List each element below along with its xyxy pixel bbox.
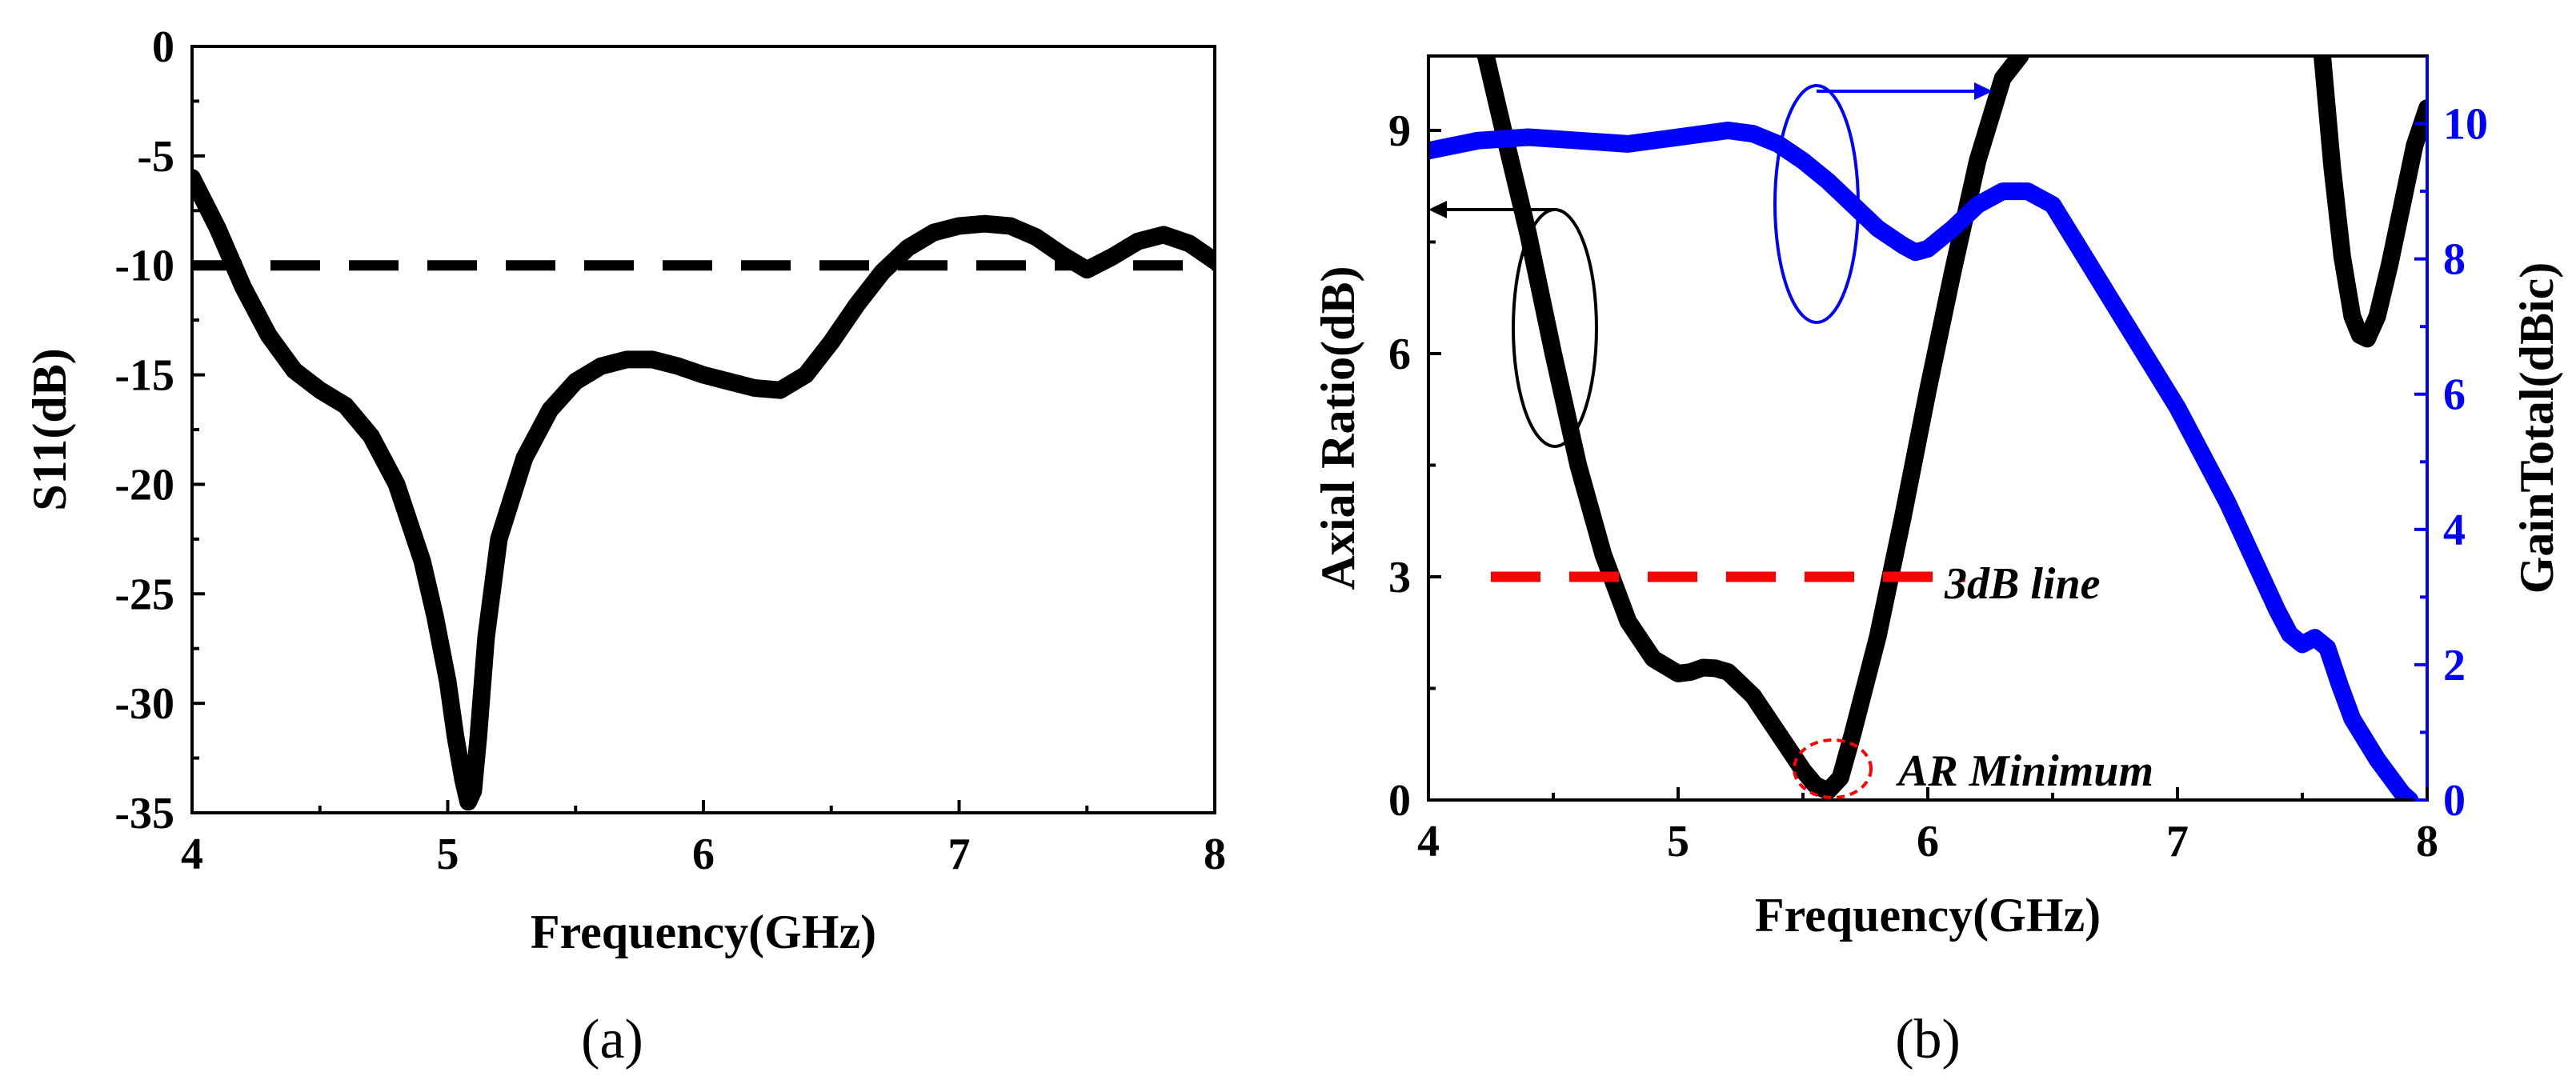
gain-right-axis-arrowhead xyxy=(1974,82,1993,100)
chart-a-y-axis-label: S11(dB) xyxy=(23,348,76,510)
chart-b-ytick-label: 9 xyxy=(1388,106,1411,156)
chart-a-caption: (a) xyxy=(581,1009,643,1070)
chart-a: 4 5 6 7 8 0 -5 -10 -15 -20 -25 -30 -35 F… xyxy=(23,22,1226,1070)
chart-a-ytick-label: -20 xyxy=(114,460,174,510)
chart-b-xtick-label: 4 xyxy=(1417,817,1440,866)
series-line-s11 xyxy=(192,169,1215,811)
chart-b-ticks xyxy=(1427,122,2429,802)
chart-b-ytick-label: 0 xyxy=(1388,776,1411,826)
chart-b: 3dB line AR Minimum 4 5 6 7 8 0 3 6 9 0 … xyxy=(1312,54,2563,1070)
chart-a-xtick-label: 5 xyxy=(437,830,459,879)
chart-b-y-axis-label: Axial Ratio(dB) xyxy=(1312,266,1364,590)
chart-b-xtick-label: 5 xyxy=(1667,817,1689,866)
series-line-axial-ratio xyxy=(1476,56,2029,800)
ar-minimum-annotation: AR Minimum xyxy=(1896,746,2153,796)
chart-a-ytick-label: -30 xyxy=(114,679,174,729)
chart-b-right-ytick-label: 4 xyxy=(2443,506,2466,555)
chart-a-ytick-label: -25 xyxy=(114,570,174,619)
chart-a-ytick-label: -15 xyxy=(114,351,174,401)
threshold-annotation: 3dB line xyxy=(1944,559,2100,609)
chart-a-x-axis-label: Frequency(GHz) xyxy=(531,906,876,958)
chart-b-ytick-label: 6 xyxy=(1388,330,1411,379)
chart-b-xtick-label: 7 xyxy=(2166,817,2189,866)
chart-b-right-ytick-label: 10 xyxy=(2443,100,2488,150)
chart-a-xtick-label: 8 xyxy=(1204,830,1226,879)
chart-a-xtick-label: 7 xyxy=(948,830,971,879)
chart-b-right-y-axis-label: GainTotal(dBic) xyxy=(2510,262,2563,594)
chart-a-ytick-label: -35 xyxy=(114,789,174,838)
chart-a-plot-frame xyxy=(190,45,1216,814)
chart-a-ytick-label: 0 xyxy=(152,22,174,72)
chart-a-ytick-label: -5 xyxy=(137,132,174,182)
chart-a-ytick-label: -10 xyxy=(114,242,174,291)
ar-minimum-marker xyxy=(1793,738,1873,799)
series-line-axial-ratio-upper-band xyxy=(2314,56,2427,348)
chart-a-series xyxy=(192,169,1215,811)
gain-series-marker-ellipse xyxy=(1773,84,1860,324)
chart-a-xtick-label: 4 xyxy=(181,830,203,879)
chart-b-series xyxy=(1428,56,2427,800)
chart-b-xtick-label: 8 xyxy=(2416,817,2438,866)
chart-a-xtick-label: 6 xyxy=(692,830,715,879)
chart-b-right-ytick-label: 6 xyxy=(2443,370,2466,420)
chart-b-x-axis-label: Frequency(GHz) xyxy=(1755,889,2101,942)
chart-b-caption: (b) xyxy=(1895,1009,1961,1070)
chart-b-ytick-label: 3 xyxy=(1388,553,1411,602)
chart-b-right-ytick-label: 0 xyxy=(2443,776,2466,826)
series-line-gain-total xyxy=(1428,122,2419,800)
chart-b-right-ytick-label: 2 xyxy=(2443,641,2466,690)
chart-a-ticks xyxy=(190,45,1216,814)
chart-b-xtick-label: 6 xyxy=(1917,817,1939,866)
ar-left-axis-arrowhead xyxy=(1428,201,1447,218)
chart-b-right-ytick-label: 8 xyxy=(2443,235,2466,285)
